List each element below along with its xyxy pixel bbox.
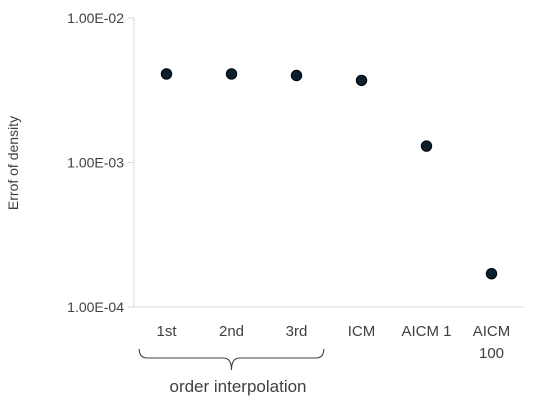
data-point — [290, 69, 303, 82]
group-label: order interpolation — [169, 377, 306, 396]
data-point — [485, 268, 498, 280]
y-tick-label: 1.00E-02 — [67, 10, 124, 26]
x-category-label: 2nd — [219, 323, 244, 340]
x-category-label: 3rd — [286, 323, 308, 340]
x-category-label: 1st — [156, 323, 177, 340]
x-category-label: AICM 1 — [401, 323, 451, 340]
x-category-label: ICM — [348, 323, 376, 340]
axes-layer — [128, 17, 524, 308]
group-bracket — [138, 348, 325, 371]
group-bracket-layer — [138, 348, 325, 371]
y-tick-label: 1.00E-03 — [67, 155, 124, 171]
data-points — [160, 68, 498, 280]
data-point — [355, 74, 368, 87]
data-point — [160, 68, 173, 80]
data-point — [225, 68, 238, 80]
y-axis-title: Errof of density — [5, 116, 21, 210]
x-category-label: AICM 100 — [473, 323, 511, 362]
y-tick-labels: 1.00E-04 1.00E-03 1.00E-02 — [67, 10, 124, 315]
data-point — [420, 140, 433, 152]
x-category-labels: 1st 2nd 3rd ICM AICM 1 AICM 100 — [156, 323, 510, 362]
y-tick-label: 1.00E-04 — [67, 299, 124, 315]
